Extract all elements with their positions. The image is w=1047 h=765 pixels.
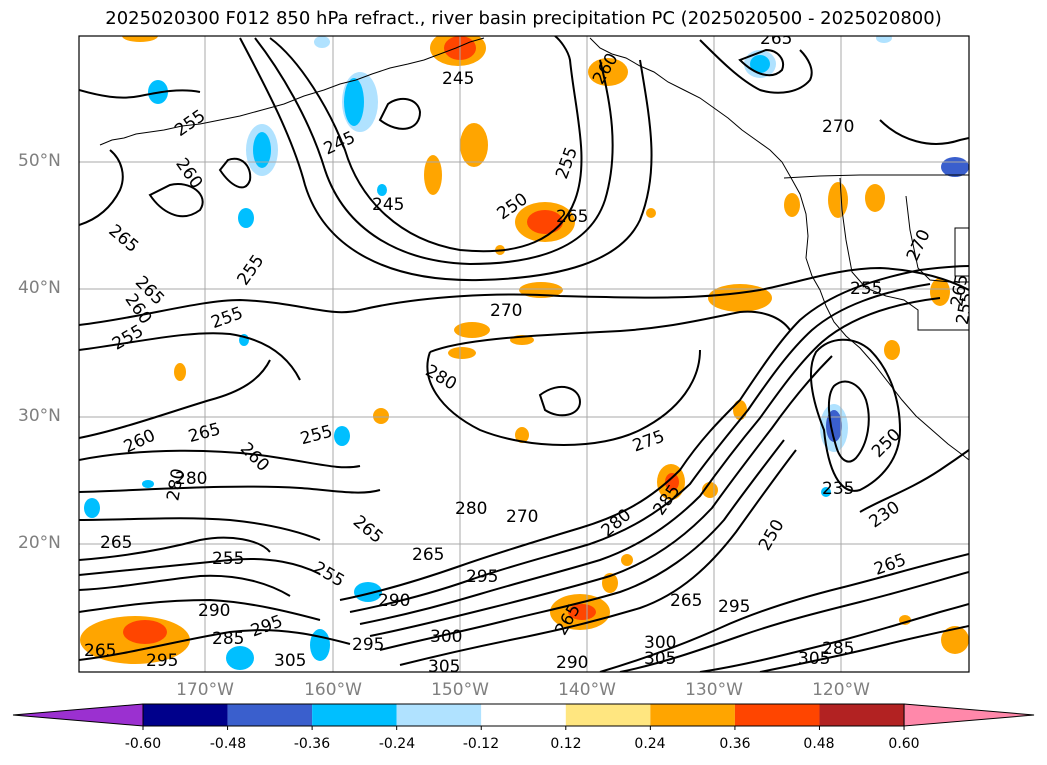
- contour-label: 305: [798, 649, 830, 669]
- contour-label: 305: [644, 649, 676, 669]
- contour-label: 270: [490, 301, 522, 321]
- contour-label: 300: [644, 633, 676, 653]
- colorbar-tick-label: 0.60: [888, 736, 920, 752]
- contour-label: 265: [947, 273, 972, 308]
- colorbar-tick-label: 0.24: [634, 736, 666, 752]
- lon-label: 120°W: [812, 680, 870, 700]
- contour-label: 290: [198, 601, 230, 621]
- contour-label: 290: [556, 653, 588, 673]
- lat-label: 50°N: [18, 151, 61, 171]
- colorbar-bin: [143, 704, 228, 726]
- lon-label: 160°W: [304, 680, 362, 700]
- colorbar-extend-min: [12, 703, 144, 727]
- colorbar-tick-label: 0.48: [803, 736, 835, 752]
- contour-label: 305: [274, 651, 306, 671]
- colorbar-tick-label: -0.60: [124, 736, 162, 752]
- contour-label: 295: [352, 635, 384, 655]
- contour-label: 270: [506, 507, 538, 527]
- lat-label: 30°N: [18, 406, 61, 426]
- colorbar-bin: [734, 704, 820, 726]
- contour-label: 265: [760, 29, 792, 49]
- contour-label: 245: [442, 69, 474, 89]
- contour-label: 295: [718, 597, 750, 617]
- contour-label: 245: [372, 195, 404, 215]
- colorbar-bin: [312, 704, 397, 726]
- contour-label: 295: [146, 651, 178, 671]
- contour-label: 280: [175, 469, 207, 489]
- contour-label: 255: [212, 549, 244, 569]
- colorbar-outline: [142, 703, 905, 727]
- contour-label: 265: [100, 533, 132, 553]
- colorbar-bin: [396, 704, 482, 726]
- colorbar-tick-label: -0.24: [378, 736, 416, 752]
- contour-label: 305: [428, 657, 460, 677]
- precip-positive-patches: [80, 36, 969, 664]
- map-frame: [78, 35, 970, 673]
- colorbar-tick-label: -0.48: [209, 736, 247, 752]
- colorbar-bin: [227, 704, 313, 726]
- lat-label: 20°N: [18, 533, 61, 553]
- lon-label: 170°W: [176, 680, 234, 700]
- colorbar-tick-label: 0.12: [550, 736, 582, 752]
- map-title: 2025020300 F012 850 hPa refract., river …: [105, 8, 942, 29]
- contour-label: 285: [212, 629, 244, 649]
- map-plot-area: 245 265 260 255 270 245 245 250 255 265 …: [79, 29, 994, 677]
- refractivity-contours: [79, 36, 969, 672]
- lon-label: 150°W: [431, 680, 489, 700]
- contour-label: 265: [412, 545, 444, 565]
- colorbar-bin: [650, 704, 735, 726]
- contour-label: 285: [822, 639, 854, 659]
- contour-label: 295: [466, 567, 498, 587]
- colorbar-bin: [565, 704, 651, 726]
- contour-label: 265: [84, 641, 116, 661]
- colorbar: [12, 703, 1035, 730]
- lon-label: 130°W: [685, 680, 743, 700]
- contour-label: 235: [822, 479, 854, 499]
- colorbar-extend-max: [903, 703, 1035, 727]
- colorbar-bin: [481, 704, 566, 726]
- contour-label: 265: [969, 286, 994, 321]
- graticule: [79, 36, 969, 672]
- contour-label: 265: [670, 591, 702, 611]
- colorbar-tick-label: -0.12: [462, 736, 500, 752]
- lat-label: 40°N: [18, 278, 61, 298]
- colorbar-tick-label: 0.36: [719, 736, 751, 752]
- contour-label: 265: [556, 207, 588, 227]
- precip-negative-patches: [84, 36, 969, 670]
- lon-label: 140°W: [558, 680, 616, 700]
- contour-label: 255: [850, 279, 882, 299]
- contour-label: 290: [378, 591, 410, 611]
- colorbar-bin: [819, 704, 905, 726]
- contour-label: 255: [953, 291, 978, 326]
- contour-label: 270: [822, 117, 854, 137]
- colorbar-tick-label: -0.36: [293, 736, 331, 752]
- contour-label: 280: [455, 499, 487, 519]
- contour-label: 300: [430, 627, 462, 647]
